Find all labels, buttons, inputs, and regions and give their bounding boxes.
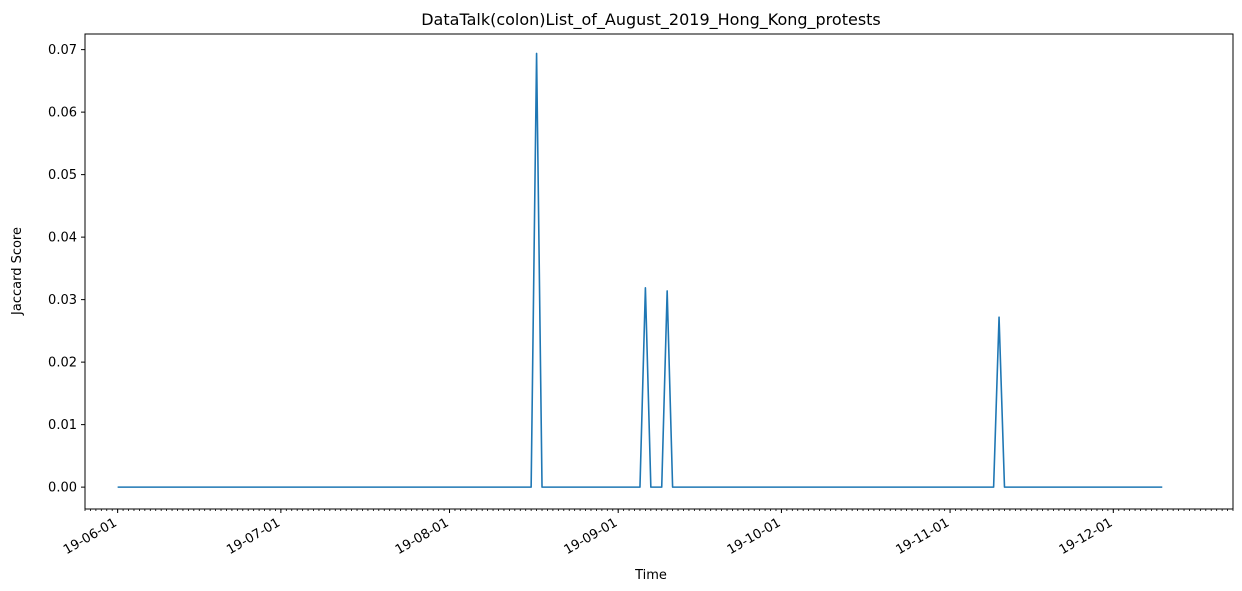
y-axis: 0.00 0.01 0.02 0.03 0.04 0.05 0.06 0.07 (48, 43, 85, 496)
x-tick-label: 19-09-01 (562, 515, 621, 557)
x-axis: 19-06-01 19-07-01 19-08-01 19-09-01 19-10-01… (61, 509, 1234, 558)
y-tick-label: 0.07 (48, 43, 77, 58)
series-group (117, 52, 1163, 488)
x-tick-label: 19-06-01 (61, 515, 120, 557)
chart-title: DataTalk(colon)List_of_August_2019_Hong_… (421, 10, 881, 30)
y-tick-label: 0.01 (48, 418, 77, 433)
y-tick-label: 0.05 (48, 168, 77, 183)
x-tick-label: 19-12-01 (1057, 515, 1116, 557)
series-line (117, 52, 1163, 488)
plot-area (84, 33, 1234, 510)
x-tick-label: 19-11-01 (893, 515, 952, 557)
y-axis-label: Jaccard Score (10, 227, 25, 316)
y-tick-label: 0.04 (48, 231, 77, 246)
y-tick-label: 0.00 (48, 481, 77, 496)
y-tick-label: 0.03 (48, 293, 77, 308)
x-axis-label: Time (634, 568, 667, 583)
y-tick-label: 0.06 (48, 106, 77, 121)
x-tick-label: 19-08-01 (393, 515, 452, 557)
x-tick-label: 19-07-01 (224, 515, 283, 557)
y-tick-label: 0.02 (48, 356, 77, 371)
x-tick-label: 19-10-01 (725, 515, 784, 557)
